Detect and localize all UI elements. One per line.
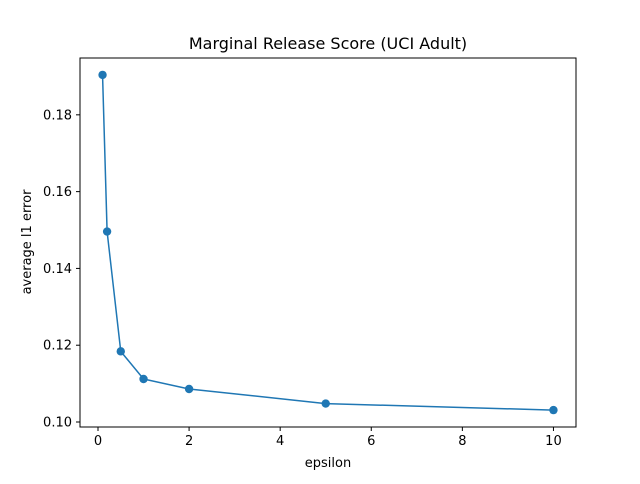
- x-axis-ticks: 0 2 4 6 8 10: [94, 427, 562, 449]
- x-tick-label: 4: [276, 434, 284, 449]
- x-tick-label: 2: [185, 434, 193, 449]
- data-point: [184, 384, 194, 394]
- x-tick-label: 0: [94, 434, 102, 449]
- y-tick-label: 0.12: [43, 339, 72, 354]
- y-tick-label: 0.16: [43, 185, 72, 200]
- x-tick-label: 10: [545, 434, 562, 449]
- data-point: [98, 70, 107, 80]
- y-tick-label: 0.14: [43, 262, 72, 277]
- y-axis-ticks: 0.10 0.12 0.14 0.16 0.18: [43, 108, 80, 431]
- data-point: [139, 374, 148, 384]
- plot-layer: [98, 70, 558, 415]
- plot-frame: [79, 57, 577, 428]
- y-tick-label: 0.10: [43, 416, 72, 431]
- data-point: [549, 405, 558, 415]
- x-tick-label: 8: [458, 434, 466, 449]
- x-axis-label: epsilon: [305, 456, 351, 471]
- chart-title: Marginal Release Score (UCI Adult): [189, 34, 467, 53]
- data-point: [116, 347, 125, 356]
- data-point: [321, 399, 330, 408]
- x-tick-label: 6: [367, 434, 375, 449]
- y-tick-label: 0.18: [43, 108, 72, 123]
- y-axis-label: average l1 error: [20, 189, 35, 294]
- data-point: [102, 227, 112, 236]
